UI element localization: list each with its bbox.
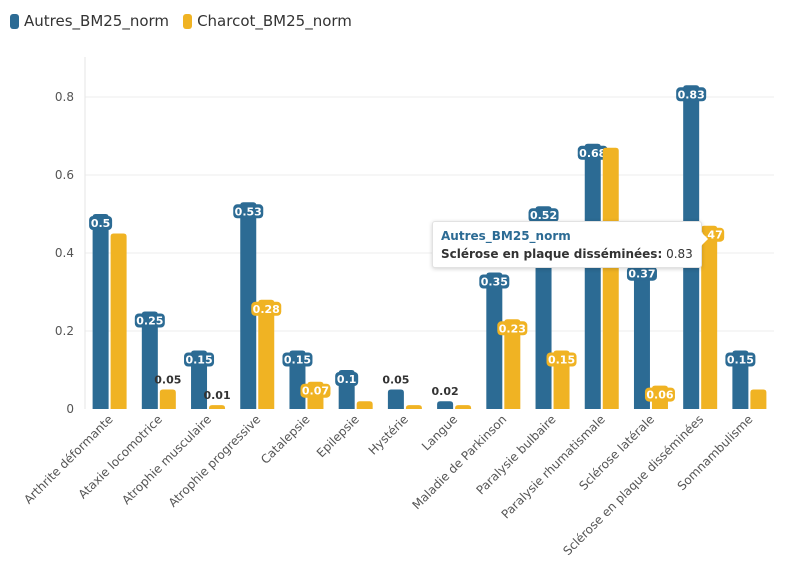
bar-charcot[interactable] [356,401,373,409]
data-label: 0.06 [646,389,673,402]
x-tick-label: Arthrite déformante [21,412,116,507]
legend-label-charcot: Charcot_BM25_norm [197,12,352,30]
data-label-background [626,266,657,281]
legend-swatch-autres [10,13,19,29]
data-label: 0.07 [302,385,329,398]
data-label: 0.05 [382,374,409,387]
data-label-background [725,352,756,367]
x-tick-label: Epilepsie [314,412,362,460]
x-tick-label: Langue [419,412,460,453]
data-label-background [479,274,510,289]
x-tick-label: Maladie de Parkinson [409,412,509,512]
data-label: 0.83 [678,88,705,101]
bar-autres[interactable] [437,401,454,409]
y-tick-label: 0.2 [55,324,74,338]
data-label: 0.15 [284,354,311,367]
data-label-background [134,313,165,328]
data-label: 0.25 [136,315,163,328]
data-label: 0.15 [185,354,212,367]
data-label-background [233,204,264,219]
x-tick-label: Atrophie progressive [166,412,264,510]
bar-autres[interactable] [486,272,503,410]
bar-charcot[interactable] [701,225,718,409]
bar-autres[interactable] [584,143,601,410]
data-label-background [577,145,608,160]
bar-autres[interactable] [633,264,650,409]
legend-item-charcot[interactable]: Charcot_BM25_norm [183,12,352,30]
data-label: 0.23 [499,322,526,335]
y-tick-label: 0.4 [55,246,74,260]
data-label: 0.1 [337,373,357,386]
data-label: 0.68 [579,147,606,160]
data-label-background [251,301,282,316]
x-tick-label: Ataxie locomotrice [76,412,165,501]
data-label: 0.05 [154,374,181,387]
tooltip: Autres_BM25_norm Sclérose en plaque diss… [432,221,708,268]
bar-autres[interactable] [92,214,109,409]
tooltip-series: Autres_BM25_norm [441,229,571,243]
bar-autres[interactable] [387,389,404,410]
data-label: 0.28 [253,303,280,316]
data-label: 0.5 [91,217,111,230]
data-label-background [497,321,528,336]
tooltip-value: 0.83 [666,247,693,261]
legend-item-autres[interactable]: Autres_BM25_norm [10,12,169,30]
data-label: 0.15 [548,354,575,367]
bar-autres[interactable] [141,311,158,410]
bar-autres[interactable] [240,202,257,409]
x-tick-label: Catalepsie [258,412,313,467]
data-label-background [89,216,113,230]
data-label-background [282,352,313,367]
bar-charcot[interactable] [405,405,422,409]
y-tick-label: 0.8 [55,90,74,104]
bar-charcot[interactable] [504,319,521,409]
bar-charcot[interactable] [110,233,127,410]
data-label: 0.52 [530,209,557,222]
bar-charcot[interactable] [159,389,176,410]
tooltip-category: Sclérose en plaque disséminées: [441,247,663,261]
legend: Autres_BM25_norm Charcot_BM25_norm [10,12,366,30]
tooltip-body: Sclérose en plaque disséminées: 0.83 [441,247,693,261]
bar-charcot[interactable] [455,405,472,409]
data-label-background [528,208,559,223]
data-label-background [644,387,675,402]
data-label-background [184,352,215,367]
legend-swatch-charcot [183,13,193,29]
x-tick-label: Atrophie musculaire [119,412,214,507]
data-label-background [546,352,577,367]
data-label: 0.37 [628,268,655,281]
legend-label-autres: Autres_BM25_norm [24,12,170,30]
data-label-background [676,87,707,102]
data-label: 0.01 [203,389,230,402]
data-label: 0.53 [235,205,262,218]
x-tick-label: Hystérie [366,412,411,457]
bar-charcot[interactable] [750,389,767,410]
data-label-background [335,372,359,386]
bar-charcot[interactable] [602,147,619,409]
data-label-background [300,383,331,398]
data-label: 0.15 [727,354,754,367]
y-tick-label: 0.6 [55,168,74,182]
bar-charcot[interactable] [258,299,275,409]
bar-charcot[interactable] [209,405,226,409]
data-label: 0.35 [481,276,508,289]
y-tick-label: 0 [66,402,74,416]
data-label: 0.02 [432,385,459,398]
